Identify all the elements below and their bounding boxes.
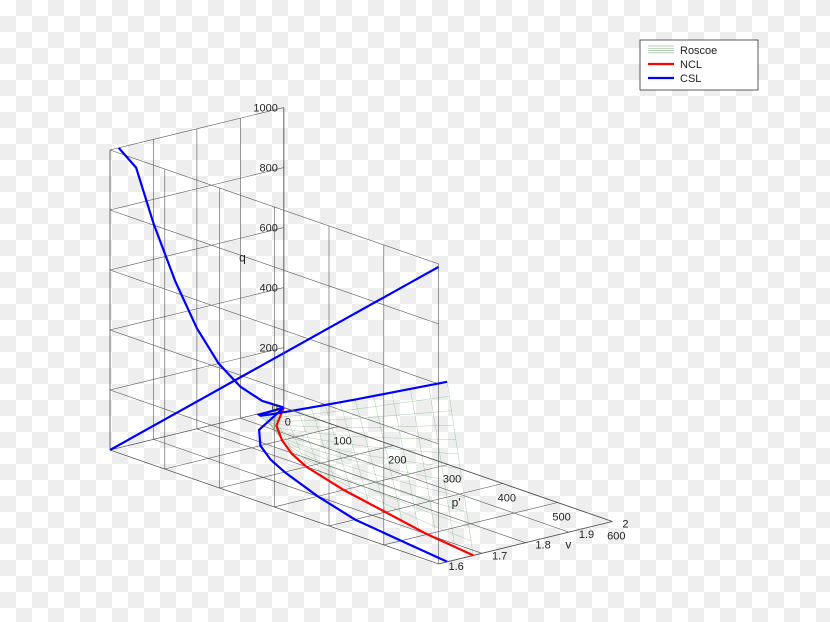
z-tick: 200 [259,343,277,355]
x-tick: 200 [388,455,406,467]
x-tick: 100 [333,436,351,448]
y-tick: 1.7 [492,550,507,562]
roscoe-surface [260,382,474,556]
x-tick: 500 [552,512,570,524]
csl-floor-line [259,408,447,562]
x-axis-label: p' [452,496,461,510]
critical-state-3d-plot: 0 200 400 600 800 1000 0 100 200 300 400 500 600 1.6 1… [0,0,830,622]
x-tick: 0 [285,417,291,429]
z-tick: 400 [259,283,277,295]
z-tick: 0 [272,403,278,415]
x-tick: 400 [498,493,516,505]
axis-labels: q p' v [239,251,571,552]
csl-left-wall [119,148,284,408]
z-axis-label: q [239,251,246,265]
legend-item-0: Roscoe [680,45,717,57]
x-tick: 600 [607,530,625,542]
legend-item-1: NCL [680,59,702,71]
back-wall-grid [110,150,439,564]
y-tick: 1.6 [449,561,464,573]
y-tick: 2 [622,518,628,530]
legend: Roscoe NCL CSL [640,40,758,90]
y-tick: 1.9 [579,529,594,541]
legend-item-2: CSL [680,73,701,85]
series-lines [110,148,473,562]
csl-space-line [259,382,447,416]
z-tick: 800 [259,163,277,175]
z-tick: 600 [259,223,277,235]
z-tick: 1000 [253,103,277,115]
y-axis-label: v [565,538,571,552]
y-tick: 1.8 [535,540,550,552]
x-tick: 300 [443,474,461,486]
